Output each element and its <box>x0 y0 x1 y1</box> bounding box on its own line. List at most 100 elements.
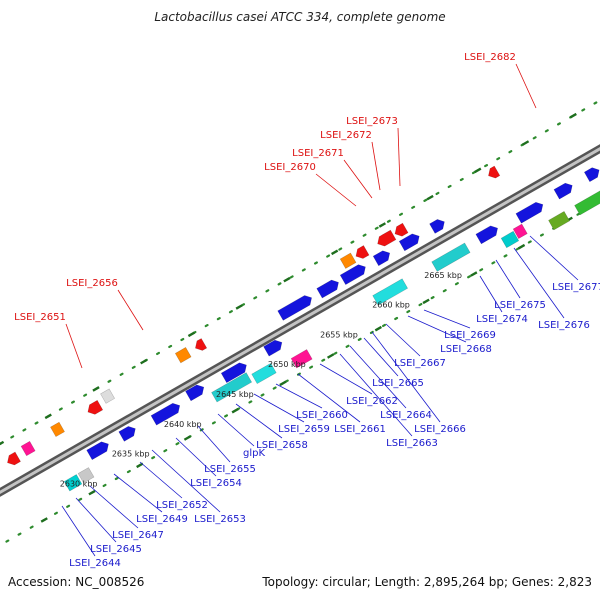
reverse-gene <box>394 222 409 237</box>
kbp-tick-label: 2665 kbp <box>424 271 462 280</box>
forward-gene <box>475 225 498 245</box>
leader-line <box>297 373 361 423</box>
track-tick <box>378 222 386 228</box>
gene-feature <box>20 440 36 457</box>
gene-feature <box>100 388 115 404</box>
leader-line <box>319 363 373 395</box>
kbp-tick-label: 2635 kbp <box>112 450 150 459</box>
inner-track-dots <box>5 200 600 543</box>
leader-line <box>495 259 521 299</box>
gene-feature <box>512 223 528 239</box>
leader-line <box>61 505 96 557</box>
gene-label-inner: LSEI_2664 <box>380 410 432 421</box>
gene-feature <box>500 230 520 249</box>
gene-label-inner: LSEI_2666 <box>414 424 466 435</box>
gene-feature <box>290 349 313 369</box>
track-tick <box>470 271 478 277</box>
track-tick <box>426 194 434 201</box>
leader-line <box>371 141 381 191</box>
gene-label-outer: LSEI_2670 <box>264 162 316 173</box>
gene-label-outer: LSEI_2651 <box>14 312 66 323</box>
forward-gene <box>118 426 136 442</box>
gene-feature <box>574 190 600 216</box>
leader-line <box>407 315 467 343</box>
gene-label-inner: LSEI_2676 <box>538 320 590 331</box>
gene-label-inner: LSEI_2661 <box>334 424 386 435</box>
leader-line <box>371 331 441 423</box>
reverse-gene <box>195 338 208 351</box>
track-tick <box>474 167 482 174</box>
track-tick <box>279 380 287 387</box>
forward-gene <box>150 402 181 426</box>
leader-line <box>175 437 217 477</box>
gene-label-inner: LSEI_2674 <box>476 314 528 325</box>
track-tick <box>88 489 96 496</box>
forward-gene <box>86 441 109 461</box>
gene-feature <box>174 347 192 364</box>
accession-text: Accession: NC_008526 <box>8 575 144 589</box>
gene-feature <box>548 211 570 231</box>
kbp-tick-label: 2660 kbp <box>372 301 410 310</box>
gene-feature <box>211 372 253 403</box>
leader-line <box>397 127 401 187</box>
gene-feature <box>63 474 83 492</box>
leader-line <box>349 345 407 409</box>
forward-gene <box>429 219 445 234</box>
gene-feature <box>77 467 95 484</box>
leader-line <box>529 235 579 281</box>
forward-gene <box>372 250 391 267</box>
gene-label-outer: LSEI_2673 <box>346 116 398 127</box>
leader-line <box>89 485 139 529</box>
gene-feature <box>431 242 471 272</box>
genome-map-layer: 2630 kbp 2635 kbp 2640 kbp 2645 kbp 2650 kbp… <box>0 52 600 569</box>
leader-line <box>253 393 305 423</box>
forward-gene <box>185 384 205 402</box>
forward-gene <box>277 295 312 321</box>
leader-line <box>197 425 231 463</box>
leader-line <box>315 173 357 207</box>
track-tick <box>231 407 239 414</box>
forward-gene <box>515 201 544 224</box>
track-tick <box>187 331 196 338</box>
gene-label-inner: LSEI_2667 <box>394 358 446 369</box>
track-tick <box>92 386 100 392</box>
gene-label-inner: LSEI_2660 <box>296 410 348 421</box>
reverse-gene <box>377 229 397 247</box>
gene-label-outer: LSEI_2672 <box>320 130 372 141</box>
leader-line <box>275 383 323 409</box>
track-tick <box>140 358 148 365</box>
gene-label-inner: LSEI_2655 <box>204 464 256 475</box>
leader-line <box>217 413 255 447</box>
gene-feature <box>50 421 65 438</box>
gene-label-inner: LSEI_2665 <box>372 378 424 389</box>
leader-line <box>339 353 413 437</box>
track-tick <box>40 517 48 523</box>
leader-line <box>423 309 471 329</box>
outer-track-dots <box>0 99 600 446</box>
reverse-gene <box>87 399 104 415</box>
gene-label-inner: LSEI_2654 <box>190 478 242 489</box>
reverse-gene <box>488 165 501 179</box>
gene-label-inner: LSEI_2669 <box>444 330 496 341</box>
map-title: Lactobacillus casei ATCC 334, complete g… <box>154 10 445 24</box>
forward-gene <box>263 339 283 357</box>
track-tick <box>183 435 192 441</box>
track-tick <box>235 304 243 310</box>
gene-label-inner: LSEI_2645 <box>90 544 142 555</box>
kbp-tick-label: 2655 kbp <box>320 330 358 339</box>
track-tick <box>569 112 577 119</box>
track-tick <box>521 140 530 146</box>
track-tick <box>326 353 335 359</box>
track-tick <box>374 325 382 332</box>
forward-gene <box>398 233 420 252</box>
gene-label-inner: LSEI_2659 <box>278 424 330 435</box>
reverse-gene <box>7 451 21 466</box>
gene-label-inner: LSEI_2668 <box>440 344 492 355</box>
leader-line <box>513 247 565 319</box>
forward-gene <box>316 279 339 299</box>
forward-gene <box>220 362 247 384</box>
gene-label-inner: LSEI_2663 <box>386 438 438 449</box>
track-tick <box>283 276 291 283</box>
track-tick <box>517 243 526 250</box>
